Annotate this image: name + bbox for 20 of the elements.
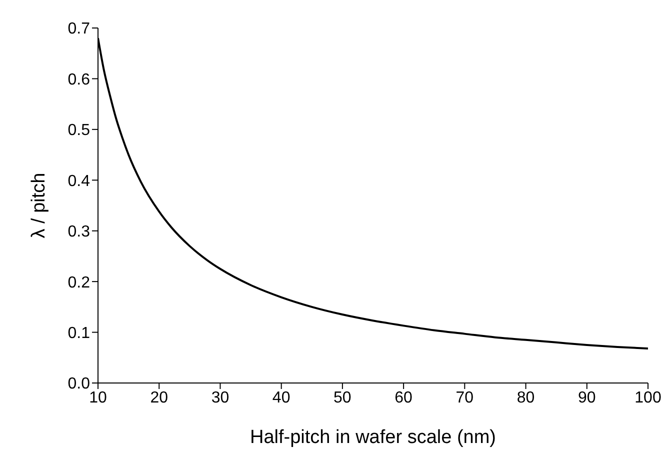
y-tick-label: 0.4 [68,172,90,190]
x-tick-label: 80 [516,389,535,406]
x-tick-label: 20 [150,389,168,406]
x-tick-label: 30 [211,389,230,406]
y-tick-label: 0.5 [68,122,90,140]
x-tick-label: 100 [634,389,662,406]
x-tick-label: 70 [456,389,474,406]
y-tick-label: 0.7 [68,20,90,38]
x-tick-label: 40 [272,389,290,406]
y-tick-label: 0.2 [68,274,90,292]
y-tick-label: 0.1 [68,324,90,342]
x-tick-label: 10 [89,389,107,406]
y-tick-label: 0.0 [68,376,90,393]
x-tick-label: 90 [578,389,596,406]
y-tick-label: 0.3 [68,224,90,241]
y-tick-label: 0.6 [68,71,90,88]
x-tick-label: 60 [394,389,413,406]
x-axis-title: Half-pitch in wafer scale (nm) [250,427,496,448]
y-axis-title: λ / pitch [28,172,50,238]
x-tick-label: 50 [334,389,352,406]
